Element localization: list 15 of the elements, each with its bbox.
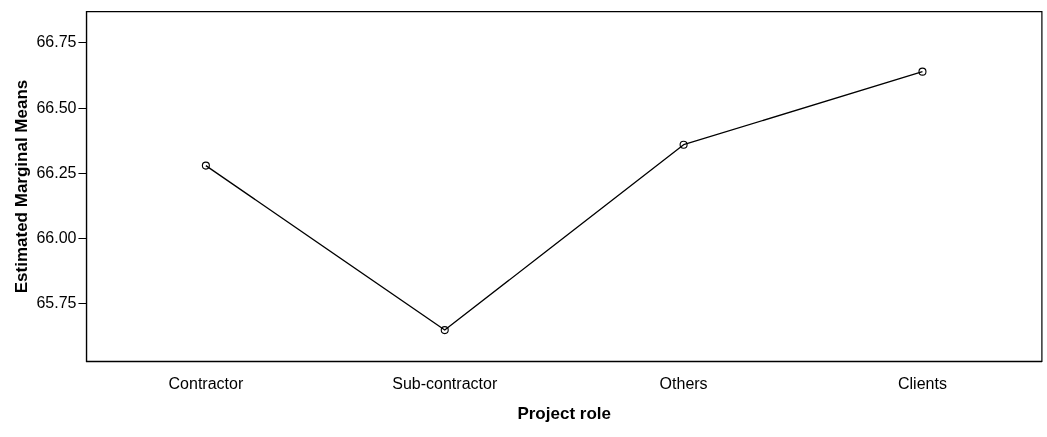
y-tick-label: 66.50: [36, 98, 77, 116]
x-tick-label: Contractor: [168, 375, 244, 393]
x-tick-label: Others: [659, 375, 708, 393]
y-tick-label: 66.75: [36, 33, 77, 51]
y-axis-title: Estimated Marginal Means: [11, 79, 31, 294]
point: [918, 67, 927, 76]
x-axis-title: Project role: [517, 404, 611, 424]
y-tick-label: 66.25: [36, 163, 77, 181]
x-tick-label: Clients: [898, 375, 947, 393]
y-tick-label: 66.00: [36, 229, 77, 247]
x-tick-label: Sub-contractor: [392, 375, 498, 393]
y-tick-label: 65.75: [36, 294, 77, 312]
point: [679, 140, 688, 149]
point: [201, 161, 210, 170]
point: [440, 326, 449, 335]
